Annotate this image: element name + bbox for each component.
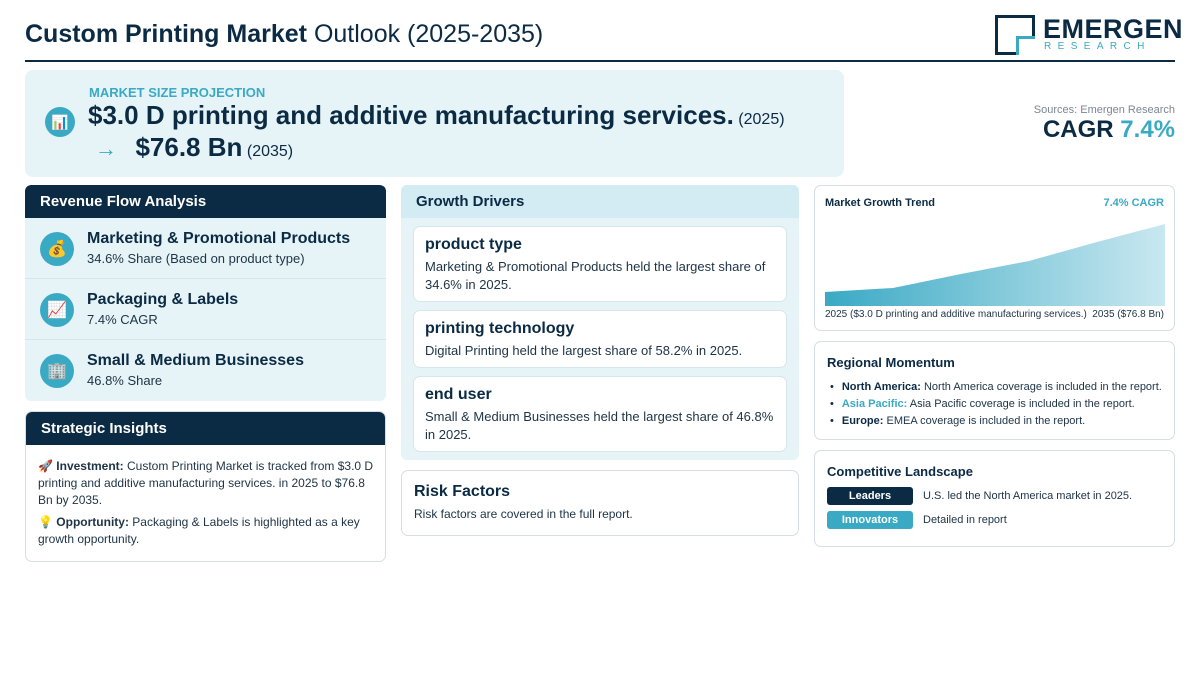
- innovators-badge: Innovators: [827, 511, 913, 529]
- revenue-item: 💰 Marketing & Promotional Products 34.6%…: [25, 218, 386, 279]
- trend-area: [825, 224, 1165, 306]
- trend-area-chart: [825, 224, 1165, 306]
- opportunity-insight: 💡 Opportunity: Packaging & Labels is hig…: [38, 514, 378, 548]
- leaders-badge: Leaders: [827, 487, 913, 505]
- growth-drivers-title: Growth Drivers: [401, 185, 799, 218]
- driver-card: end user Small & Medium Businesses held …: [413, 376, 787, 452]
- region-name: North America:: [841, 381, 921, 393]
- end-value: $76.8 Bn: [135, 132, 243, 162]
- emergen-logo: EMERGEN RESEARCH: [995, 14, 1183, 56]
- growth-drivers-panel: Growth Drivers product type Marketing & …: [401, 185, 799, 460]
- start-year: (2025): [738, 111, 785, 128]
- strategic-insights-title: Strategic Insights: [26, 412, 385, 445]
- region-name: Asia Pacific:: [841, 398, 908, 410]
- driver-card: printing technology Digital Printing hel…: [413, 310, 787, 368]
- trend-start-label: 2025 ($3.0 D printing and additive manuf…: [825, 309, 1087, 320]
- revenue-item: 🏢 Small & Medium Businesses 46.8% Share: [25, 340, 386, 401]
- money-bag-icon: 💰: [40, 232, 74, 266]
- region-text: Asia Pacific coverage is included in the…: [909, 398, 1135, 410]
- revenue-flow-panel: Revenue Flow Analysis 💰 Marketing & Prom…: [25, 185, 386, 401]
- competitive-text: U.S. led the North America market in 202…: [923, 490, 1133, 502]
- driver-card: product type Marketing & Promotional Pro…: [413, 226, 787, 302]
- revenue-item-title: Marketing & Promotional Products: [87, 230, 351, 247]
- page-title: Custom Printing Market Outlook (2025-203…: [25, 20, 544, 48]
- opportunity-label: Opportunity:: [56, 515, 129, 529]
- revenue-item-subtitle: 46.8% Share: [87, 373, 163, 388]
- sources-note: Sources: Emergen Research: [1033, 104, 1175, 116]
- office-building-icon: 🏢: [40, 354, 74, 388]
- trend-chart-icon: 📈: [40, 293, 74, 327]
- list-item: Asia Pacific: Asia Pacific coverage is i…: [827, 396, 1162, 413]
- competitive-landscape-panel: Competitive Landscape Leaders U.S. led t…: [814, 450, 1175, 547]
- trend-cagr: 7.4% CAGR: [1103, 197, 1164, 209]
- revenue-item: 📈 Packaging & Labels 7.4% CAGR: [25, 279, 386, 340]
- rocket-icon: 🚀: [38, 459, 53, 473]
- cagr-value: 7.4%: [1120, 116, 1175, 143]
- revenue-item-title: Small & Medium Businesses: [87, 352, 304, 369]
- regional-momentum-title: Regional Momentum: [827, 355, 955, 370]
- risk-factors-text: Risk factors are covered in the full rep…: [414, 507, 633, 521]
- investment-insight: 🚀 Investment: Custom Printing Market is …: [38, 458, 378, 509]
- driver-title: product type: [425, 236, 522, 253]
- driver-text: Marketing & Promotional Products held th…: [425, 259, 766, 292]
- risk-factors-title: Risk Factors: [414, 483, 511, 500]
- region-text: North America coverage is included in th…: [923, 381, 1162, 393]
- competitive-row: Innovators Detailed in report: [827, 511, 1007, 529]
- logo-name: EMERGEN: [1043, 14, 1184, 44]
- market-growth-trend-panel: Market Growth Trend 7.4% CAGR 2025 ($3.0…: [814, 185, 1175, 331]
- competitive-row: Leaders U.S. led the North America marke…: [827, 487, 1132, 505]
- investment-text: Custom Printing Market is tracked from $…: [38, 459, 374, 507]
- driver-title: printing technology: [425, 320, 575, 337]
- strategic-insights-panel: Strategic Insights 🚀 Investment: Custom …: [25, 411, 386, 562]
- driver-text: Small & Medium Businesses held the large…: [425, 409, 774, 442]
- revenue-item-title: Packaging & Labels: [87, 291, 239, 308]
- list-item: North America: North America coverage is…: [827, 379, 1162, 396]
- investment-label: Investment:: [56, 459, 124, 473]
- bar-chart-icon: 📊: [45, 107, 75, 137]
- end-value-line: → $76.8 Bn (2035): [95, 132, 293, 163]
- competitive-text: Detailed in report: [923, 514, 1007, 526]
- logo-subtitle: RESEARCH: [1044, 41, 1151, 52]
- lightbulb-icon: 💡: [38, 515, 53, 529]
- driver-title: end user: [425, 386, 492, 403]
- opportunity-text: Packaging & Labels is highlighted as a k…: [38, 515, 360, 546]
- start-value: $3.0 D printing and additive manufacturi…: [88, 100, 734, 130]
- revenue-item-subtitle: 34.6% Share (Based on product type): [87, 251, 305, 266]
- trend-end-label: 2035 ($76.8 Bn): [1092, 309, 1164, 320]
- market-size-panel: 📊 MARKET SIZE PROJECTION $3.0 D printing…: [25, 70, 844, 177]
- cagr-summary: CAGR 7.4%: [1042, 116, 1175, 143]
- region-name: Europe:: [841, 415, 884, 427]
- risk-factors-panel: Risk Factors Risk factors are covered in…: [401, 470, 799, 536]
- trend-title: Market Growth Trend: [825, 197, 936, 209]
- page-header: Custom Printing Market Outlook (2025-203…: [25, 12, 1183, 62]
- revenue-item-subtitle: 7.4% CAGR: [87, 312, 158, 327]
- revenue-flow-title: Revenue Flow Analysis: [25, 185, 386, 218]
- start-value-line: $3.0 D printing and additive manufacturi…: [88, 100, 785, 131]
- right-arrow-icon: →: [95, 136, 117, 161]
- region-text: EMEA coverage is included in the report.: [886, 415, 1086, 427]
- end-year: (2035): [246, 143, 294, 160]
- competitive-landscape-title: Competitive Landscape: [827, 464, 973, 479]
- market-size-label: MARKET SIZE PROJECTION: [89, 85, 266, 100]
- list-item: Europe: EMEA coverage is included in the…: [827, 413, 1162, 430]
- logo-mark-icon: [995, 15, 1035, 55]
- driver-text: Digital Printing held the largest share …: [425, 343, 743, 358]
- region-list: North America: North America coverage is…: [827, 379, 1162, 430]
- regional-momentum-panel: Regional Momentum North America: North A…: [814, 341, 1175, 440]
